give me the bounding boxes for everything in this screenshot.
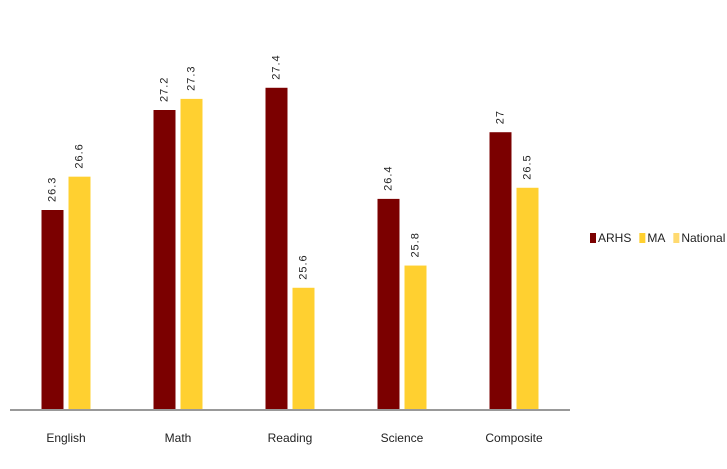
- data-label: 25.6: [297, 254, 309, 279]
- data-label: 27: [494, 110, 506, 124]
- data-label: 27.4: [270, 54, 282, 79]
- legend-swatch: [590, 233, 596, 243]
- bar: [377, 198, 400, 410]
- x-tick-label: Science: [381, 431, 424, 445]
- bar: [68, 176, 91, 410]
- bar: [516, 187, 539, 410]
- legend-label: ARHS: [598, 231, 631, 245]
- data-label: 27.3: [185, 65, 197, 90]
- data-label: 26.5: [521, 154, 533, 179]
- legend-swatch: [673, 233, 680, 243]
- data-label: 27.2: [158, 77, 170, 102]
- bar: [180, 98, 203, 410]
- x-tick-label: Reading: [268, 431, 313, 445]
- data-label: 26.4: [382, 165, 394, 190]
- x-tick-label: Composite: [485, 431, 543, 445]
- legend-label: MA: [647, 231, 665, 245]
- bar: [265, 87, 288, 411]
- legend-label: National: [681, 231, 725, 245]
- data-label: 25.8: [409, 232, 421, 257]
- x-tick-label: Math: [165, 431, 192, 445]
- x-tick-label: English: [46, 431, 85, 445]
- bar: [153, 110, 176, 410]
- data-label: 26.3: [46, 177, 58, 202]
- bar: [489, 132, 512, 410]
- data-label: 26.6: [73, 143, 85, 168]
- legend-swatch: [639, 233, 646, 243]
- bar: [41, 210, 64, 410]
- bar: [404, 265, 427, 410]
- bar: [292, 287, 315, 410]
